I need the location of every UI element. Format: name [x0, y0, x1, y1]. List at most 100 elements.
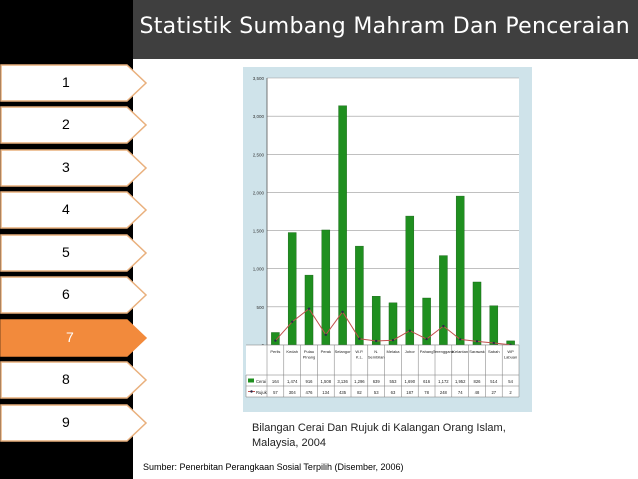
nav-item-2[interactable]: 2: [0, 106, 148, 144]
nav-arrow-shape: [0, 361, 148, 399]
nav-item-label: 4: [62, 201, 70, 217]
category-label: K.L.: [356, 355, 363, 360]
category-label: Pinang: [303, 355, 315, 360]
nav-item-label: 9: [62, 414, 70, 430]
nav-arrow-shape: [0, 149, 148, 187]
nav-item-label: 1: [62, 74, 70, 90]
legend-cerai-swatch: [248, 378, 254, 383]
bar-6: [371, 296, 381, 346]
category-label: WP: [507, 349, 514, 354]
category-label: W.P.: [355, 349, 363, 354]
rujuk-point-6: [375, 339, 378, 343]
category-label: Sabah: [488, 349, 500, 354]
y-tick-label: 1,000: [253, 267, 265, 272]
category-label: Labuan: [504, 355, 517, 360]
table-cell: 1,474: [287, 379, 298, 384]
table-cell: 304: [289, 390, 297, 395]
nav-arrow-shape: [0, 64, 148, 102]
rujuk-point-9: [425, 337, 428, 341]
category-label: Perlis: [270, 349, 280, 354]
bar-10: [439, 255, 448, 346]
bar-8: [405, 215, 415, 346]
rujuk-point-2: [307, 307, 311, 310]
chart-panel: 05001,0001,5002,0002,5003,0003,500Perlis…: [243, 67, 532, 412]
table-cell: 54: [508, 379, 513, 384]
rujuk-point-13: [492, 341, 495, 345]
table-cell: 1,296: [354, 379, 365, 384]
y-tick-label: 2,500: [253, 152, 265, 157]
table-cell: 435: [339, 390, 347, 395]
table-cell: 187: [406, 390, 414, 395]
nav-item-label: 7: [66, 329, 74, 345]
rujuk-point-3: [324, 333, 327, 336]
category-label: Pulau: [304, 349, 314, 354]
category-label: Pahang: [420, 349, 434, 354]
table-cell: 1,172: [438, 379, 449, 384]
table-cell: 164: [272, 379, 280, 384]
category-label: Johor: [405, 349, 416, 354]
category-label: Kedah: [286, 349, 298, 354]
rujuk-point-0: [274, 339, 277, 342]
table-cell: 134: [322, 390, 330, 395]
nav-item-9[interactable]: 9: [0, 404, 148, 442]
category-label: Selangor: [335, 349, 352, 354]
nav-item-label: 2: [62, 116, 70, 132]
table-cell: 916: [306, 379, 314, 384]
bar-3: [321, 229, 331, 346]
rujuk-point-8: [408, 329, 411, 332]
nav-arrow-shape: [0, 191, 148, 229]
bar-12: [472, 281, 482, 346]
nav-item-8[interactable]: 8: [0, 361, 148, 399]
data-table-bg: [246, 345, 519, 397]
nav-arrow-shape: [0, 276, 148, 314]
table-cell: 82: [357, 390, 362, 395]
category-label: Sarawak: [469, 349, 485, 354]
category-label: N.: [374, 349, 378, 354]
rujuk-point-10: [442, 324, 445, 328]
table-cell: 639: [373, 379, 381, 384]
nav-arrow-shape: [0, 234, 148, 272]
divorce-chart: 05001,0001,5002,0002,5003,0003,500Perlis…: [245, 76, 520, 398]
y-tick-label: 2,000: [253, 190, 265, 195]
legend-rujuk-marker: [250, 390, 253, 393]
nav-arrow-shape: [0, 319, 148, 357]
slide-title: Statistik Sumbang Mahram Dan Penceraian: [139, 14, 630, 39]
category-label: Melaka: [387, 349, 401, 354]
rujuk-point-12: [475, 340, 479, 343]
source-note: Sumber: Penerbitan Perangkaan Sosial Ter…: [143, 462, 404, 472]
bar-13: [489, 305, 499, 346]
bar-2: [304, 274, 314, 346]
nav-item-1[interactable]: 1: [0, 64, 148, 102]
table-cell: 74: [458, 390, 463, 395]
nav-item-6[interactable]: 6: [0, 276, 148, 314]
nav-item-3[interactable]: 3: [0, 149, 148, 187]
nav-item-label: 5: [62, 244, 70, 260]
table-cell: 63: [391, 390, 396, 395]
category-label: Perak: [321, 349, 331, 354]
bar-11: [455, 195, 465, 346]
table-row-name: Rujuk: [256, 390, 268, 395]
title-bar: Statistik Sumbang Mahram Dan Penceraian: [133, 0, 638, 59]
category-label: Sembilan: [368, 355, 385, 360]
table-cell: 553: [390, 379, 398, 384]
y-tick-label: 500: [256, 305, 264, 310]
chart-caption: Bilangan Cerai Dan Rujuk di Kalangan Ora…: [252, 422, 506, 449]
table-cell: 27: [491, 390, 496, 395]
nav-item-label: 6: [62, 286, 70, 302]
table-cell: 3,136: [337, 379, 348, 384]
nav-item-4[interactable]: 4: [0, 191, 148, 229]
bar-0: [271, 332, 280, 346]
rujuk-point-11: [459, 338, 462, 341]
rujuk-point-7: [391, 338, 395, 342]
nav-item-5[interactable]: 5: [0, 234, 148, 272]
y-tick-label: 3,500: [253, 76, 265, 81]
table-cell: 514: [490, 379, 498, 384]
y-tick-label: 3,000: [253, 114, 265, 119]
bar-4: [338, 105, 347, 346]
category-label: Kelantan: [452, 349, 468, 354]
nav-item-7[interactable]: 7: [0, 319, 148, 357]
rujuk-point-5: [358, 337, 361, 340]
table-cell: 78: [424, 390, 429, 395]
table-cell: 616: [423, 379, 431, 384]
category-label: Terengganu: [433, 349, 454, 354]
